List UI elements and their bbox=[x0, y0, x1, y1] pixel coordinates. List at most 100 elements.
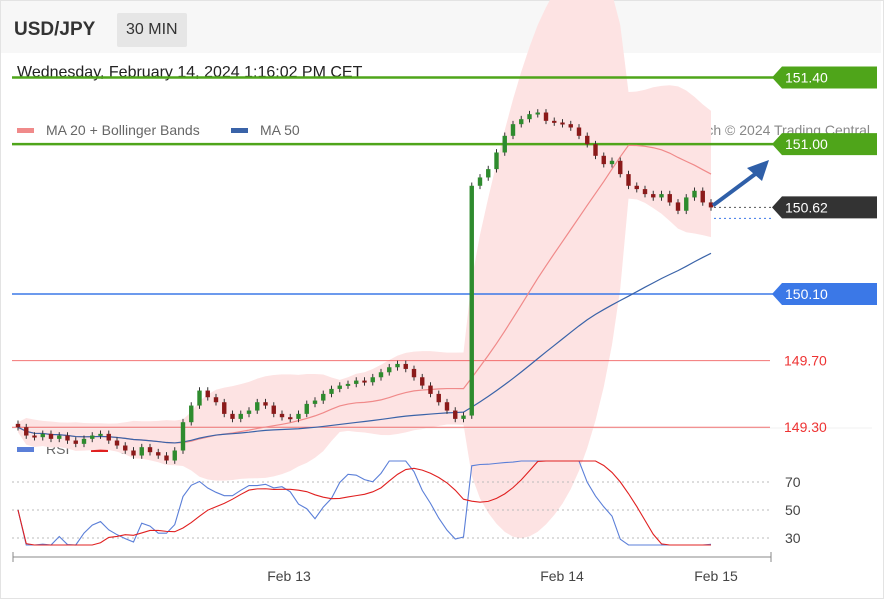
ma20-swatch bbox=[17, 127, 34, 133]
rsi-tick-30: 30 bbox=[785, 530, 801, 546]
candle-body bbox=[131, 450, 136, 456]
candle-body bbox=[246, 410, 252, 414]
current-price-label: 150.62 bbox=[785, 199, 828, 215]
candle-body bbox=[609, 160, 615, 165]
candle-body bbox=[403, 363, 408, 369]
level-tag-150.10 bbox=[772, 283, 877, 305]
candle-body bbox=[279, 413, 285, 418]
level-label-151.00: 151.00 bbox=[785, 136, 828, 152]
candle-body bbox=[57, 435, 62, 439]
candle-body bbox=[560, 122, 565, 125]
candle-body bbox=[114, 440, 120, 446]
legend-ma20: MA 20 + Bollinger Bands bbox=[17, 122, 200, 138]
timeframe-badge[interactable]: 30 MIN bbox=[117, 13, 187, 47]
candle-body bbox=[312, 400, 318, 404]
candle-body bbox=[123, 445, 128, 451]
candle-body bbox=[543, 112, 549, 121]
level-label-149.70: 149.70 bbox=[784, 353, 827, 369]
candle-body bbox=[700, 190, 705, 203]
rsi-tick-70: 70 bbox=[785, 474, 801, 490]
candle-body bbox=[535, 112, 540, 115]
candle-body bbox=[486, 169, 491, 178]
candle-body bbox=[651, 194, 656, 198]
candle-body bbox=[189, 405, 194, 423]
candle-body bbox=[618, 160, 623, 175]
candle-body bbox=[642, 189, 648, 195]
candle-body bbox=[527, 114, 532, 120]
ma50-line bbox=[17, 252, 712, 444]
rsi-9ma-line bbox=[17, 460, 711, 546]
candle-body bbox=[48, 433, 54, 439]
candle-body bbox=[519, 119, 524, 125]
candle-body bbox=[263, 402, 268, 406]
candle-body bbox=[90, 435, 95, 439]
current-price-tag bbox=[772, 196, 877, 219]
candle-body bbox=[461, 415, 466, 419]
candle-body bbox=[238, 413, 243, 419]
candle-body bbox=[345, 383, 351, 386]
candle-body bbox=[296, 413, 301, 419]
projection-arrowhead bbox=[747, 160, 769, 181]
candle-body bbox=[24, 427, 29, 436]
candle-body bbox=[81, 438, 87, 444]
candle-body bbox=[510, 124, 516, 136]
candle-body bbox=[370, 377, 375, 383]
candle-body bbox=[684, 197, 689, 211]
x-tick-label: Feb 13 bbox=[267, 568, 311, 584]
rsi-swatch bbox=[17, 446, 34, 452]
candle-body bbox=[692, 190, 697, 198]
candle-body bbox=[40, 433, 45, 438]
candle-body bbox=[271, 405, 276, 414]
candle-body bbox=[164, 455, 169, 461]
candle-body bbox=[147, 447, 153, 453]
candle-body bbox=[255, 402, 260, 411]
candle-body bbox=[502, 135, 507, 153]
candle-body bbox=[172, 450, 177, 461]
candle-body bbox=[626, 174, 631, 186]
level-label-150.10: 150.10 bbox=[785, 286, 828, 302]
candle-body bbox=[568, 124, 573, 128]
candle-body bbox=[634, 185, 639, 190]
candle-body bbox=[362, 380, 367, 383]
candle-body bbox=[477, 177, 483, 186]
candle-body bbox=[576, 127, 582, 136]
candle-body bbox=[659, 194, 664, 198]
candle-body bbox=[444, 402, 450, 411]
candle-body bbox=[222, 402, 227, 414]
candle-body bbox=[469, 185, 474, 416]
candle-body bbox=[15, 423, 21, 428]
bollinger-band bbox=[18, 0, 711, 539]
chart-header: USD/JPY 30 MIN bbox=[1, 1, 881, 53]
ma50-label: MA 50 bbox=[260, 122, 300, 138]
candle-body bbox=[494, 152, 499, 170]
candle-body bbox=[98, 433, 103, 436]
candle-body bbox=[230, 413, 235, 419]
x-tick-label: Feb 15 bbox=[694, 568, 738, 584]
candle-body bbox=[387, 367, 392, 373]
candle-body bbox=[321, 393, 326, 401]
candle-body bbox=[585, 135, 590, 145]
level-label-149.30: 149.30 bbox=[784, 419, 827, 435]
candle-body bbox=[32, 435, 37, 438]
candle-body bbox=[329, 388, 334, 394]
candle-body bbox=[65, 435, 70, 441]
candle-body bbox=[453, 410, 458, 419]
candle-body bbox=[106, 433, 111, 441]
candle-body bbox=[197, 390, 202, 406]
candle-body bbox=[337, 385, 342, 389]
candle-body bbox=[420, 377, 425, 386]
ma20-label: MA 20 + Bollinger Bands bbox=[46, 122, 200, 138]
candle-body bbox=[428, 385, 433, 394]
symbol-title: USD/JPY bbox=[14, 19, 96, 40]
rsi-tick-50: 50 bbox=[785, 502, 801, 518]
candle-body bbox=[601, 155, 606, 165]
legend-ma50: MA 50 bbox=[231, 122, 300, 138]
candle-body bbox=[395, 363, 400, 368]
candle-body bbox=[552, 120, 557, 123]
candle-body bbox=[675, 202, 681, 211]
candle-body bbox=[205, 390, 210, 398]
candle-body bbox=[708, 202, 714, 208]
candle-body bbox=[411, 368, 417, 378]
